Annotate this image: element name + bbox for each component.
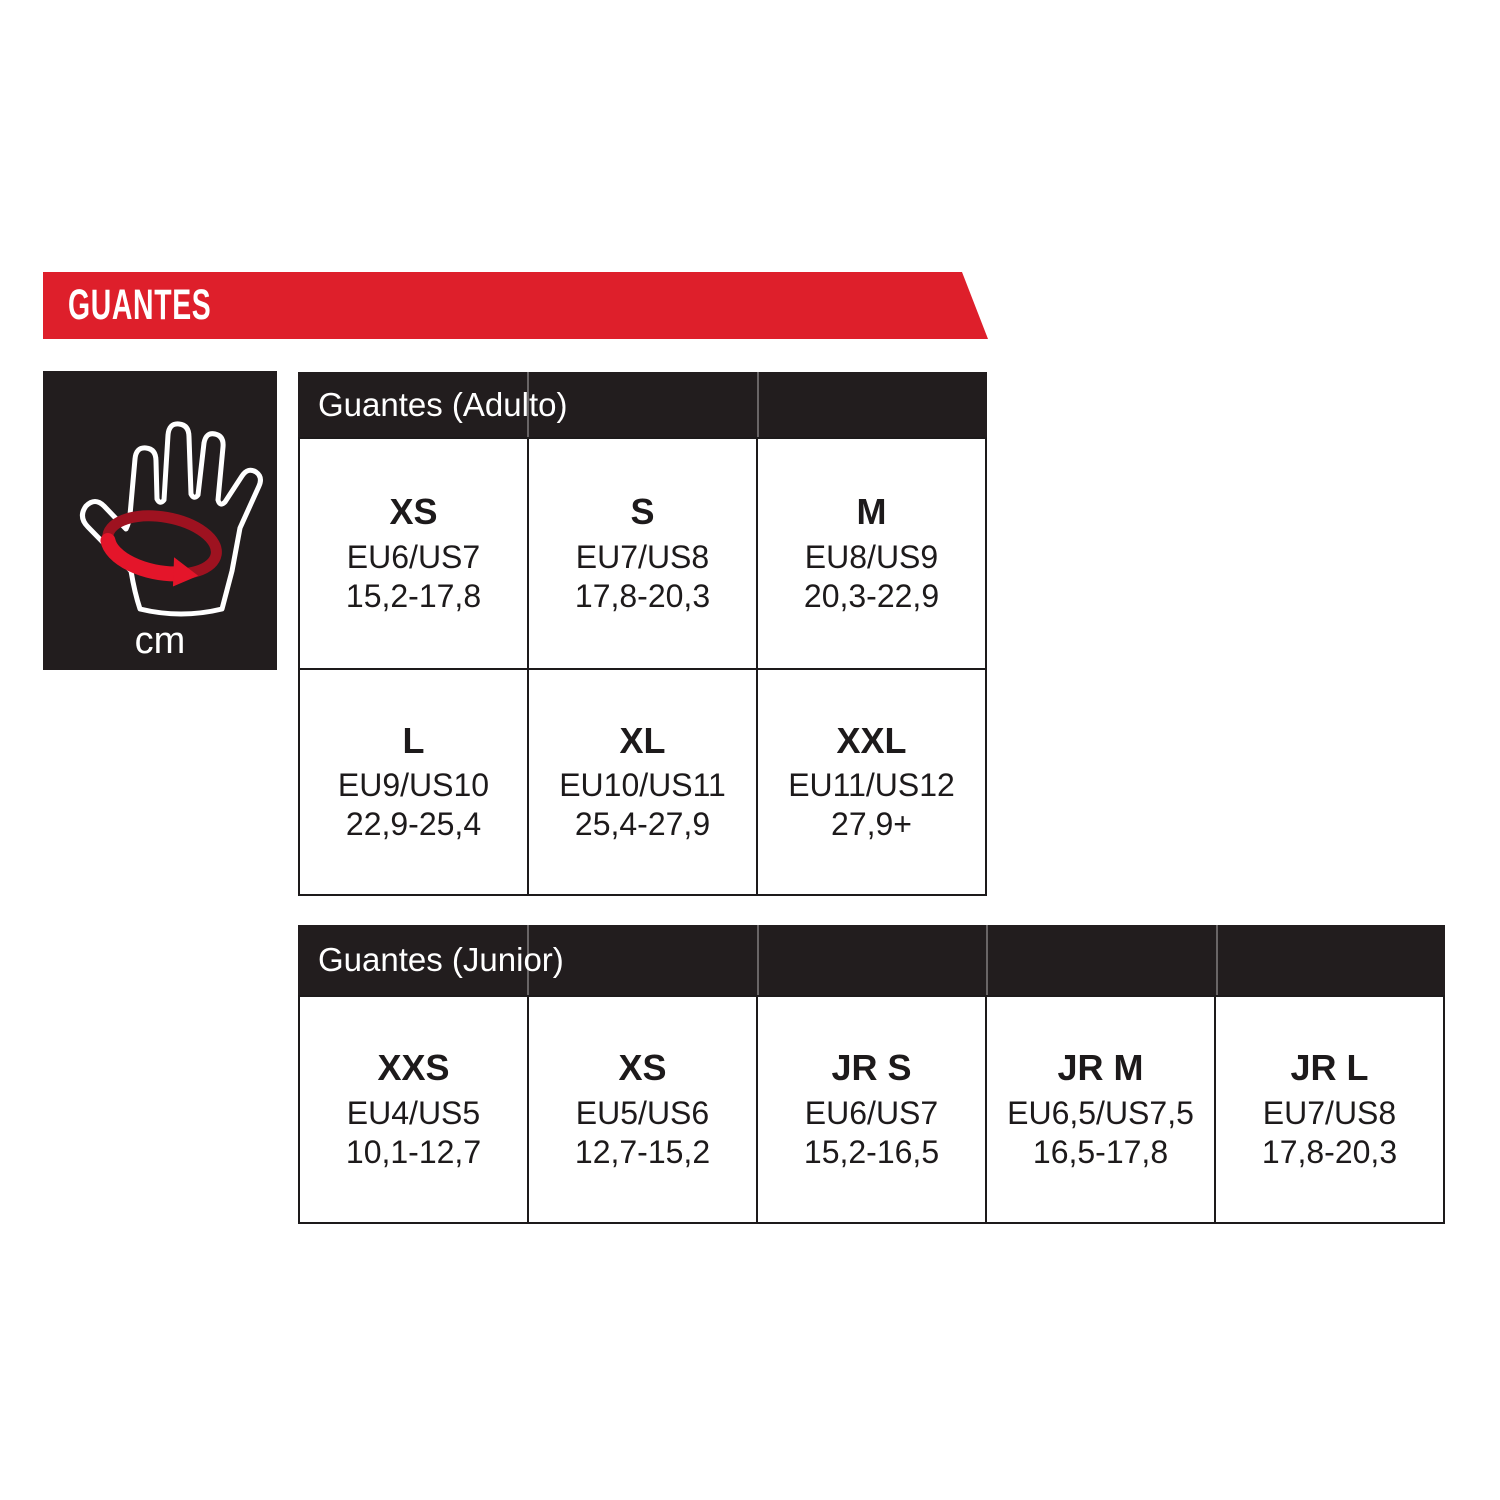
hand-measurement-icon [80, 421, 263, 617]
eu-us-size: EU6/US7 [346, 538, 481, 575]
eu-us-size: EU10/US11 [559, 767, 726, 804]
eu-us-size: EU7/US8 [575, 538, 710, 575]
size-cell-xs: XS EU6/US7 15,2-17,8 [299, 438, 528, 669]
junior-gloves-table: Guantes (Junior) XXS EU4/US5 10,1-12,7 X… [298, 925, 1445, 1224]
header-divider [986, 925, 988, 995]
hand-outline [80, 421, 263, 617]
eu-us-size: EU8/US9 [804, 538, 939, 575]
size-label: XS [618, 1047, 667, 1089]
size-cell-xxs: XXS EU4/US5 10,1-12,7 [299, 996, 528, 1223]
cm-range: 20,3-22,9 [803, 577, 940, 614]
cm-range: 10,1-12,7 [345, 1133, 482, 1170]
size-cell-xs-jr: XS EU5/US6 12,7-15,2 [528, 996, 757, 1223]
measuring-band [100, 510, 222, 587]
eu-us-size: EU4/US5 [346, 1094, 481, 1131]
size-cell-xl: XL EU10/US11 25,4-27,9 [528, 669, 757, 895]
size-cell-s: S EU7/US8 17,8-20,3 [528, 438, 757, 669]
junior-table-header: Guantes (Junior) [298, 925, 1445, 995]
eu-us-size: EU11/US12 [788, 767, 955, 804]
cm-range: 15,2-17,8 [345, 577, 482, 614]
cm-range: 22,9-25,4 [345, 806, 482, 843]
size-cell-jr-m: JR M EU6,5/US7,5 16,5-17,8 [986, 996, 1215, 1223]
size-cell-l: L EU9/US10 22,9-25,4 [299, 669, 528, 895]
adult-gloves-table: Guantes (Adulto) XS EU6/US7 15,2-17,8 S … [298, 372, 987, 896]
cm-range: 27,9+ [831, 806, 912, 843]
size-cell-jr-s: JR S EU6/US7 15,2-16,5 [757, 996, 986, 1223]
size-label: JR S [831, 1047, 912, 1089]
eu-us-size: EU6,5/US7,5 [1007, 1094, 1194, 1131]
size-label: L [402, 719, 425, 761]
cm-range: 17,8-20,3 [574, 577, 711, 614]
section-title: GUANTES [68, 281, 212, 329]
size-label: XXS [377, 1047, 450, 1089]
eu-us-size: EU6/US7 [804, 1094, 939, 1131]
size-label: S [630, 491, 655, 533]
size-label: XS [389, 491, 438, 533]
adult-table-title: Guantes (Adulto) [318, 385, 568, 423]
cm-range: 25,4-27,9 [574, 806, 711, 843]
header-divider [527, 925, 529, 995]
header-divider [527, 372, 529, 437]
eu-us-size: EU7/US8 [1262, 1094, 1397, 1131]
size-label: JR M [1057, 1047, 1144, 1089]
junior-table-title: Guantes (Junior) [318, 941, 564, 978]
adult-table-header: Guantes (Adulto) [298, 372, 987, 437]
eu-us-size: EU9/US10 [337, 767, 490, 804]
size-label: JR L [1290, 1047, 1369, 1089]
size-label: XXL [836, 719, 907, 761]
section-banner: GUANTES [43, 272, 988, 339]
cm-range: 17,8-20,3 [1261, 1133, 1398, 1170]
size-label: XL [619, 719, 666, 761]
cm-range: 12,7-15,2 [574, 1133, 711, 1170]
band-front-arc [100, 533, 184, 582]
size-cell-xxl: XXL EU11/US12 27,9+ [757, 669, 986, 895]
unit-label: cm [134, 620, 186, 662]
band-arrow [172, 557, 199, 587]
junior-table-body: XXS EU4/US5 10,1-12,7 XS EU5/US6 12,7-15… [298, 995, 1445, 1224]
cm-range: 16,5-17,8 [1032, 1133, 1169, 1170]
size-cell-jr-l: JR L EU7/US8 17,8-20,3 [1215, 996, 1444, 1223]
size-label: M [856, 491, 887, 533]
adult-table-body: XS EU6/US7 15,2-17,8 S EU7/US8 17,8-20,3… [298, 437, 987, 896]
measurement-legend: cm [43, 371, 277, 670]
header-divider [757, 925, 759, 995]
size-cell-m: M EU8/US9 20,3-22,9 [757, 438, 986, 669]
header-divider [757, 372, 759, 437]
header-divider [1216, 925, 1218, 995]
eu-us-size: EU5/US6 [575, 1094, 710, 1131]
cm-range: 15,2-16,5 [803, 1133, 940, 1170]
